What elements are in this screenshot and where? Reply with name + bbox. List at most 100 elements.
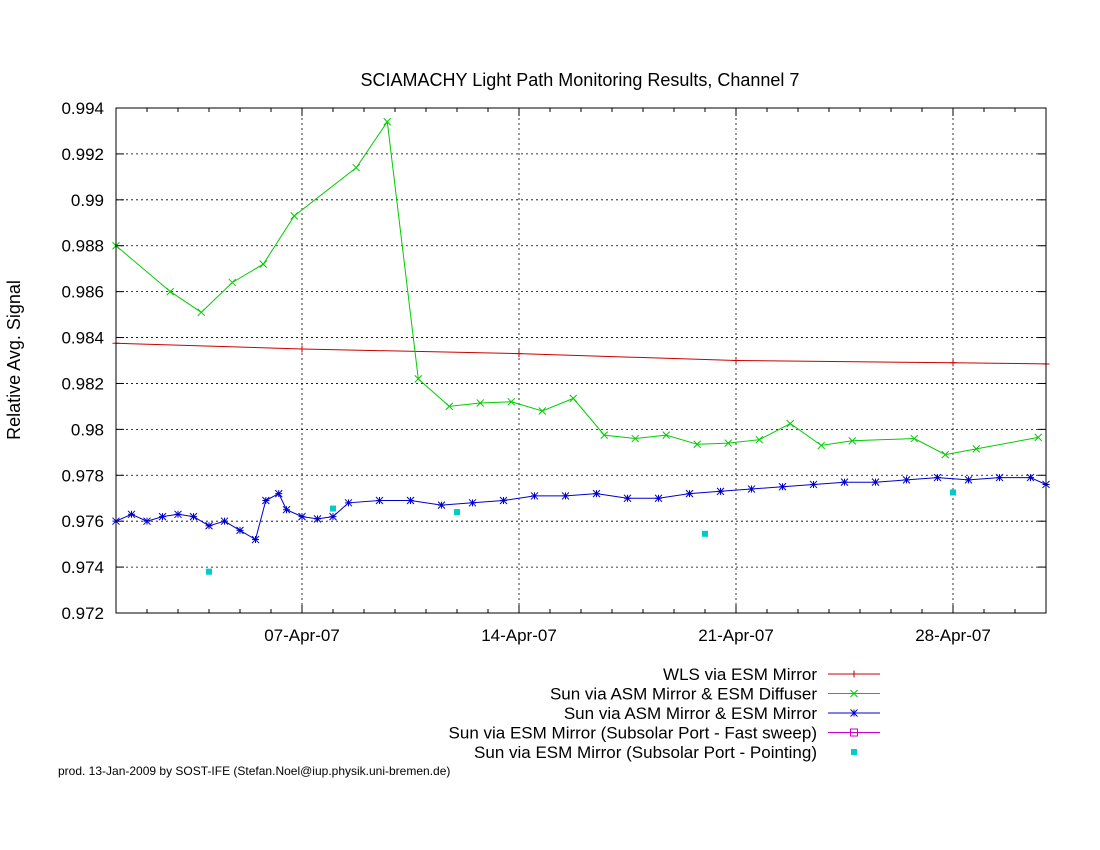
data-point (592, 489, 601, 498)
data-point (375, 496, 384, 505)
y-tick-label: 0.992 (61, 145, 104, 164)
data-point (206, 568, 212, 575)
data-point (964, 476, 973, 484)
data-point (933, 473, 942, 482)
data-point (205, 521, 213, 530)
data-point (290, 212, 299, 220)
data-point (871, 478, 880, 487)
y-tick-label: 0.982 (61, 374, 104, 393)
data-point (143, 517, 151, 526)
legend-marker (850, 670, 858, 678)
data-point (476, 399, 485, 407)
data-point (732, 357, 740, 364)
data-point (228, 278, 237, 287)
data-point (724, 439, 733, 447)
data-point (623, 494, 632, 503)
series-5 (206, 489, 956, 575)
legend-entry: WLS via ESM Mirror (663, 665, 880, 684)
series-line (115, 342, 1047, 365)
grid-lines (116, 108, 1046, 613)
data-point (538, 407, 547, 415)
data-point (499, 496, 508, 505)
data-point (778, 482, 787, 491)
data-point (282, 505, 291, 514)
data-point (949, 359, 957, 367)
data-point (848, 436, 857, 445)
data-point (166, 287, 175, 296)
legend-entry: Sun via ESM Mirror (Subsolar Port - Poin… (474, 743, 857, 762)
data-point (631, 434, 640, 443)
data-point (329, 512, 337, 521)
data-point (414, 375, 423, 383)
legend-marker (850, 689, 858, 698)
series-1 (112, 339, 1050, 368)
legend-marker (851, 749, 857, 755)
data-point (298, 512, 306, 521)
data-point (174, 510, 182, 519)
y-tick-label: 0.99 (71, 191, 104, 210)
data-point (189, 512, 198, 521)
data-point (274, 489, 283, 498)
series-3 (112, 473, 1050, 544)
chart-title: SCIAMACHY Light Path Monitoring Results,… (361, 70, 800, 90)
legend-label: Sun via ESM Mirror (Subsolar Port - Poin… (474, 743, 817, 762)
data-point (755, 435, 764, 444)
x-tick-label: 21-Apr-07 (698, 626, 774, 645)
x-tick-label: 28-Apr-07 (915, 626, 991, 645)
data-point (261, 496, 270, 505)
y-tick-label: 0.988 (61, 237, 104, 256)
legend-label: Sun via ASM Mirror & ESM Diffuser (550, 685, 817, 704)
data-point (344, 498, 353, 507)
data-point (507, 397, 516, 406)
plot-frame (115, 107, 1047, 614)
data-point (406, 496, 415, 505)
data-point (330, 505, 336, 512)
series-layer (112, 117, 1050, 575)
data-point (569, 394, 578, 403)
y-tick-label: 0.984 (61, 329, 104, 348)
data-point (840, 478, 849, 487)
data-point (817, 441, 826, 450)
data-point (251, 535, 260, 544)
data-point (561, 492, 570, 500)
data-point (693, 440, 702, 449)
legend-marker (850, 728, 858, 737)
y-tick-label: 0.98 (71, 420, 104, 439)
series-line (115, 120, 1039, 456)
data-point (298, 345, 306, 353)
data-point (910, 434, 919, 443)
data-point (972, 445, 981, 453)
data-point (445, 402, 454, 411)
y-tick-label: 0.972 (61, 604, 104, 623)
data-point (995, 473, 1004, 482)
data-point (716, 487, 725, 496)
data-point (352, 163, 361, 172)
y-tick-label: 0.986 (61, 283, 104, 302)
data-point (1034, 433, 1043, 442)
data-point (313, 515, 322, 523)
data-point (468, 498, 477, 507)
legend-entry: Sun via ESM Mirror (Subsolar Port - Fast… (449, 724, 880, 743)
data-point (685, 489, 694, 498)
data-point (530, 492, 539, 500)
data-point (702, 530, 708, 537)
data-point (809, 480, 818, 489)
data-point (515, 350, 523, 358)
data-point (220, 517, 229, 526)
data-point (1026, 473, 1035, 482)
legend-entry: Sun via ASM Mirror & ESM Mirror (564, 704, 880, 723)
footer-credit: prod. 13-Jan-2009 by SOST-IFE (Stefan.No… (58, 764, 450, 778)
legend-label: Sun via ASM Mirror & ESM Mirror (564, 704, 817, 723)
series-2 (112, 117, 1043, 459)
y-axis-label: Relative Avg. Signal (4, 280, 24, 440)
data-point (454, 509, 460, 515)
data-point (236, 526, 244, 535)
data-point (662, 431, 671, 439)
legend-label: WLS via ESM Mirror (663, 665, 817, 684)
legend-marker (850, 709, 858, 717)
data-point (383, 117, 392, 126)
data-point (600, 431, 609, 439)
data-point (437, 501, 446, 509)
y-axis-ticks: 0.972 0.974 0.976 0.978 0.98 0.982 0.984 0.986 0… (61, 99, 1046, 623)
data-point (158, 512, 167, 521)
